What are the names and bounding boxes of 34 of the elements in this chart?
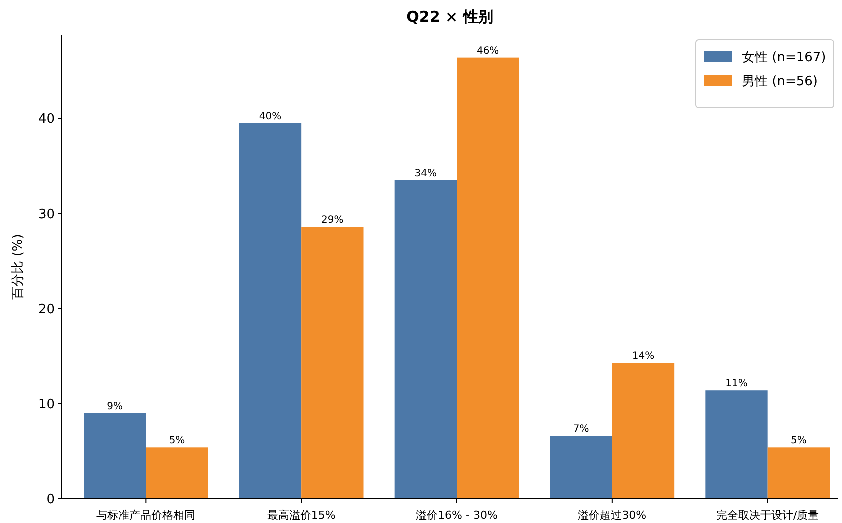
x-tick-label: 与标准产品价格相同 — [96, 509, 196, 522]
bar — [768, 448, 830, 499]
bar — [706, 390, 768, 499]
data-label: 7% — [573, 424, 590, 436]
x-tick-label: 完全取决于设计/质量 — [716, 509, 820, 522]
data-label: 34% — [414, 168, 438, 180]
data-label: 9% — [107, 401, 124, 412]
data-label: 29% — [322, 215, 344, 226]
data-label: 11% — [726, 378, 748, 390]
y-tick-label: 10 — [38, 397, 55, 412]
bar — [146, 448, 208, 499]
data-label: 46% — [476, 46, 500, 57]
x-tick-label: 溢价超过30% — [578, 509, 647, 522]
data-label: 14% — [632, 351, 655, 362]
bar — [239, 123, 302, 499]
chart-title: Q22 × 性别 — [406, 8, 494, 26]
x-tick-label: 最高溢价15% — [267, 509, 336, 522]
bar — [84, 413, 146, 499]
y-tick-label: 0 — [46, 492, 55, 508]
data-label: 40% — [259, 111, 282, 122]
legend-label: 男性 (n=56) — [742, 74, 818, 90]
y-tick-label: 40 — [38, 112, 55, 128]
bar — [612, 363, 675, 499]
bar — [457, 58, 520, 499]
y-tick-label: 20 — [38, 302, 55, 318]
data-label: 5% — [169, 436, 186, 447]
bar — [302, 227, 364, 499]
bar — [394, 180, 457, 499]
data-label: 5% — [790, 436, 807, 447]
bar — [550, 436, 612, 499]
x-tick-label: 溢价16% - 30% — [416, 509, 498, 522]
y-tick-label: 30 — [38, 207, 55, 222]
y-axis-title: 百分比 (%) — [11, 234, 26, 300]
legend-label: 女性 (n=167) — [742, 50, 826, 66]
